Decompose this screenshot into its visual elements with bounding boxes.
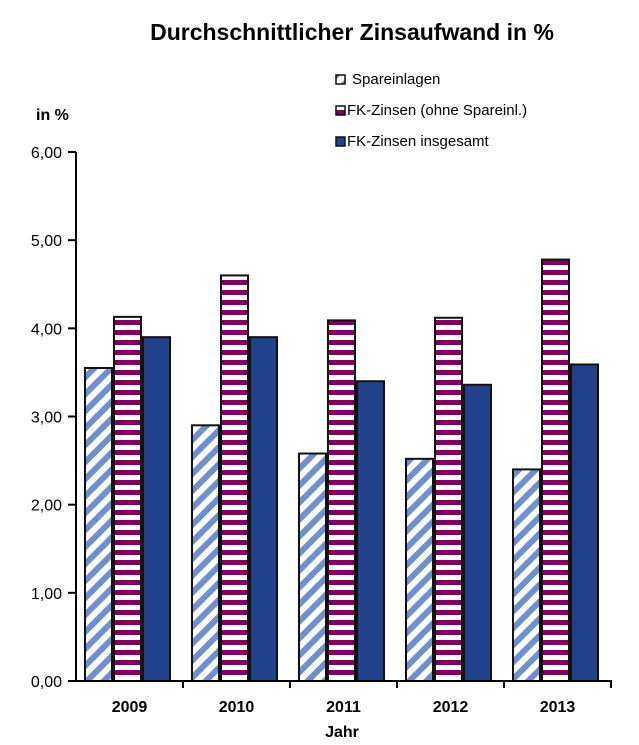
bar-2012-2 [463, 383, 492, 682]
bar-2010-2 [249, 336, 278, 682]
y-axis-label: in % [36, 107, 69, 124]
bar-2009-1 [113, 315, 142, 682]
x-tick-label: 2011 [326, 699, 361, 716]
bar-2013-2 [570, 363, 599, 682]
bar-2011-2 [356, 380, 385, 682]
bar-2011-0 [298, 452, 327, 682]
x-tick-label: 2012 [433, 699, 469, 716]
bar-2012-1 [434, 316, 463, 682]
legend-label: FK-Zinsen insgesamt [347, 133, 490, 150]
y-tick-label: 1,00 [31, 586, 62, 603]
legend-label: Spareinlagen [352, 71, 440, 88]
legend-swatch [335, 136, 346, 147]
x-tick-label: 2009 [112, 699, 148, 716]
bar-2010-1 [220, 274, 249, 682]
bar-2013-0 [512, 468, 541, 682]
y-tick-label: 4,00 [31, 321, 62, 338]
y-tick-label: 6,00 [31, 145, 62, 162]
y-tick-label: 3,00 [31, 410, 62, 427]
bar-2010-0 [191, 424, 220, 683]
legend-label: FK-Zinsen (ohne Spareinl.) [347, 102, 527, 119]
x-tick-label: 2013 [540, 699, 576, 716]
bar-2012-0 [405, 457, 434, 682]
chart-title: Durchschnittlicher Zinsaufwand in % [150, 19, 554, 45]
y-tick-label: 5,00 [31, 233, 62, 250]
legend-swatch [335, 105, 346, 116]
bar-2011-1 [327, 319, 356, 682]
bar-2009-2 [142, 336, 171, 682]
bar-2013-1 [541, 258, 570, 682]
y-tick-label: 2,00 [31, 498, 62, 515]
legend-swatch [335, 74, 346, 85]
x-axis-label: Jahr [325, 724, 359, 741]
x-tick-label: 2010 [219, 699, 255, 716]
y-tick-label: 0,00 [31, 674, 62, 691]
bar-2009-0 [84, 367, 113, 682]
